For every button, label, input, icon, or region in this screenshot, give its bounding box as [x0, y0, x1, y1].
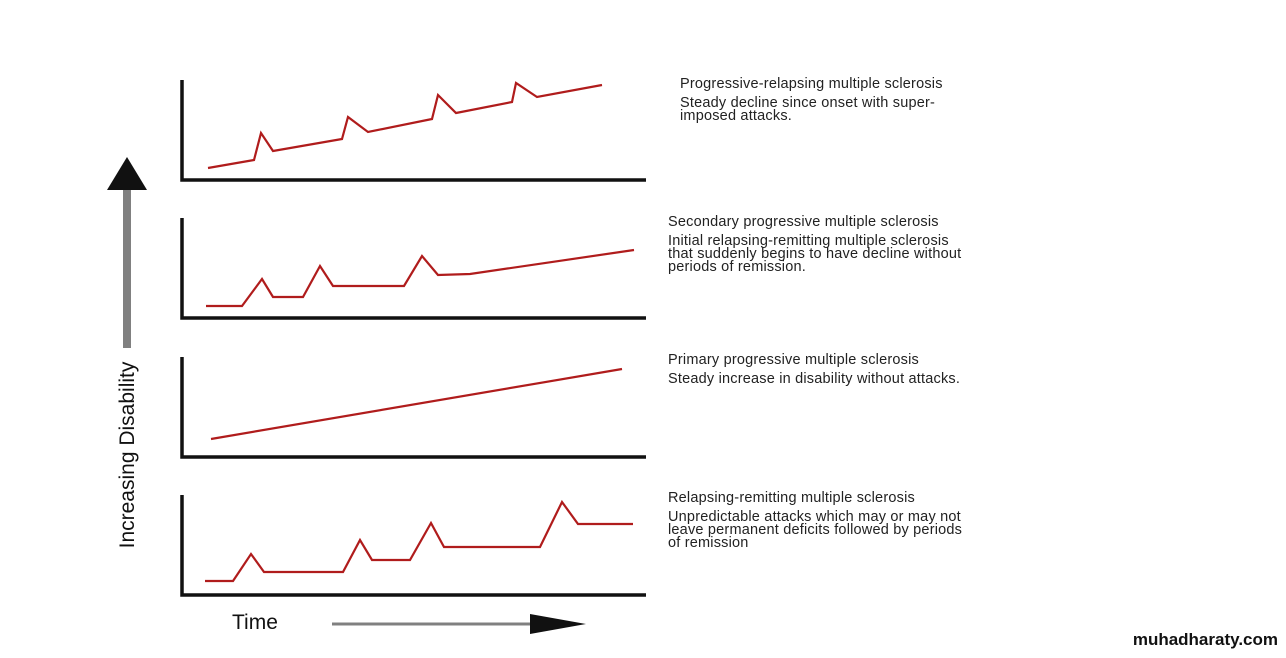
panel-secondary-progressive-text: Secondary progressive multiple sclerosis… — [668, 214, 962, 275]
disability-curve — [205, 499, 633, 583]
panel-title: Primary progressive multiple sclerosis — [668, 352, 919, 368]
panel-progressive-relapsing-graph — [180, 80, 646, 182]
panel-primary-progressive-text: Primary progressive multiple sclerosis S… — [668, 352, 961, 387]
disability-arrow — [107, 157, 147, 348]
panel-axes — [180, 80, 646, 182]
disability-curve — [207, 81, 603, 170]
panel-progressive-relapsing-text: Progressive-relapsing multiple sclerosis… — [680, 76, 943, 124]
panel-title: Secondary progressive multiple sclerosis — [668, 214, 939, 230]
x-axis-label: Time — [232, 611, 278, 634]
panel-relapsing-remitting-text: Relapsing-remitting multiple sclerosis U… — [668, 490, 963, 551]
panel-relapsing-remitting-graph — [180, 495, 646, 597]
time-arrow — [332, 614, 586, 634]
panel-secondary-progressive-graph — [180, 218, 646, 320]
panel-description: Steady decline since onset with super- i… — [680, 95, 936, 124]
panel-title: Progressive-relapsing multiple sclerosis — [680, 76, 943, 92]
panel-description: Initial relapsing-remitting multiple scl… — [668, 233, 962, 275]
disability-curve — [206, 248, 635, 308]
panel-primary-progressive-graph — [180, 357, 646, 459]
panel-title: Relapsing-remitting multiple sclerosis — [668, 490, 915, 506]
panel-axes — [180, 357, 646, 459]
y-axis-label: Increasing Disability — [116, 361, 139, 549]
panel-description: Unpredictable attacks which may or may n… — [668, 509, 963, 551]
disability-curve — [210, 367, 623, 441]
panel-axes — [180, 495, 646, 597]
watermark: muhadharaty.com — [1132, 630, 1278, 649]
panel-description: Steady increase in disability without at… — [668, 371, 961, 387]
panel-axes — [180, 218, 646, 320]
